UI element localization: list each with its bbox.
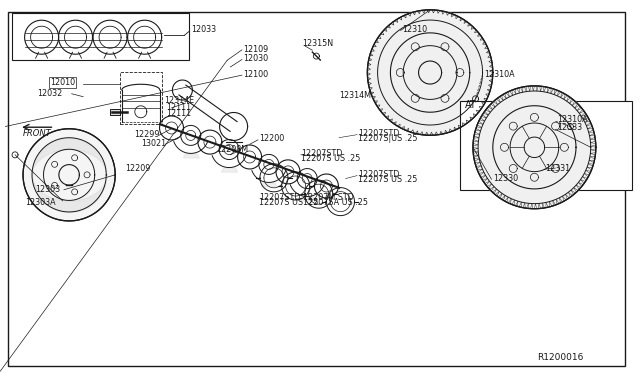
Text: 12331: 12331: [545, 164, 570, 173]
Text: AT: AT: [465, 100, 476, 110]
Text: 12032: 12032: [37, 89, 62, 97]
Text: FRONT: FRONT: [23, 129, 51, 138]
Text: 12010: 12010: [50, 78, 75, 87]
Text: 13021: 13021: [141, 139, 166, 148]
Bar: [120, 72, 162, 124]
Text: 12111: 12111: [166, 109, 191, 118]
Bar: [12, 13, 189, 60]
Text: 12314M: 12314M: [339, 92, 371, 100]
Text: 12030: 12030: [243, 54, 268, 63]
Text: 12033: 12033: [191, 25, 216, 34]
Text: 12207M STD: 12207M STD: [303, 193, 354, 202]
Text: R1200016: R1200016: [538, 353, 584, 362]
Text: 12111: 12111: [166, 103, 191, 112]
Text: 12315N: 12315N: [302, 39, 333, 48]
Polygon shape: [367, 10, 493, 135]
Polygon shape: [23, 129, 115, 221]
Text: 12100: 12100: [243, 70, 268, 79]
Text: 12310A: 12310A: [484, 70, 515, 79]
Text: 12299: 12299: [134, 130, 160, 139]
Text: 12207STD: 12207STD: [259, 193, 301, 202]
Bar: [110, 109, 120, 115]
Text: 12209: 12209: [125, 164, 150, 173]
Text: 12303A: 12303A: [26, 198, 56, 207]
Text: 12207STD: 12207STD: [358, 170, 400, 179]
Text: 12310A: 12310A: [557, 115, 588, 124]
Text: 12314E: 12314E: [164, 96, 194, 105]
Text: 12303: 12303: [35, 185, 60, 194]
Text: 12207S US .25: 12207S US .25: [358, 175, 418, 184]
Text: 12330: 12330: [493, 174, 518, 183]
Text: 12208M: 12208M: [216, 145, 248, 154]
Text: 12207SA US .25: 12207SA US .25: [303, 198, 369, 207]
Polygon shape: [473, 86, 596, 209]
Text: 12333: 12333: [557, 124, 582, 132]
Text: 12207S|US .25: 12207S|US .25: [358, 134, 418, 143]
Text: 12207STD: 12207STD: [301, 149, 342, 158]
Bar: [460, 101, 632, 190]
Text: 12207S US .25: 12207S US .25: [259, 198, 319, 207]
Text: 12207S US .25: 12207S US .25: [301, 154, 360, 163]
Text: 12207STD: 12207STD: [358, 129, 400, 138]
Text: 12109: 12109: [243, 45, 268, 54]
Text: 12310: 12310: [402, 25, 427, 33]
Text: 12200: 12200: [259, 134, 284, 143]
